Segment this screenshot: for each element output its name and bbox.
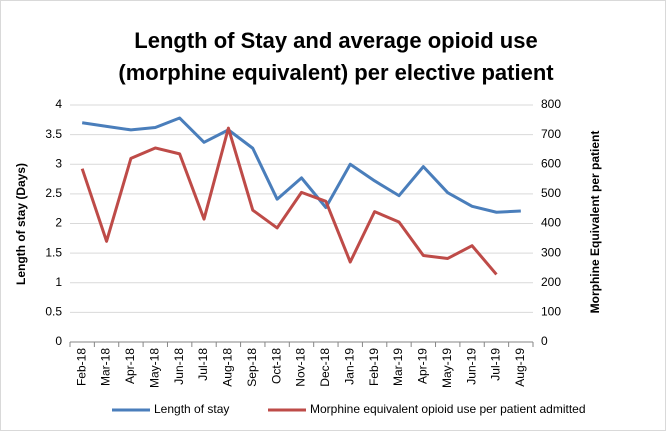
y-tick-label: 3.5 <box>45 127 62 141</box>
x-tick-label: Jul-19 <box>489 348 503 381</box>
x-tick-label: Jun-19 <box>464 348 478 385</box>
x-tick-label: Feb-18 <box>74 348 88 386</box>
legend-label: Length of stay <box>154 402 229 416</box>
x-tick-label: Feb-19 <box>367 348 381 386</box>
y2-tick-label: 0 <box>541 334 548 348</box>
y2-tick-label: 500 <box>541 186 561 200</box>
series-line <box>80 126 498 276</box>
y-tick-label: 0.5 <box>45 305 62 319</box>
x-tick-label: May-18 <box>147 348 161 388</box>
y-tick-label: 2.5 <box>45 186 62 200</box>
chart-title: Length of Stay and average opioid use <box>134 28 537 53</box>
series-line <box>81 116 521 214</box>
y2-tick-label: 100 <box>541 305 561 319</box>
x-tick-label: Sep-18 <box>245 348 259 387</box>
x-tick-label: Aug-18 <box>221 348 235 387</box>
y-tick-label: 4 <box>55 97 62 111</box>
y-tick-label: 2 <box>55 216 62 230</box>
x-tick-label: Oct-18 <box>269 348 283 384</box>
y2-tick-label: 700 <box>541 127 561 141</box>
y-tick-label: 1.5 <box>45 245 62 259</box>
x-tick-label: Jul-18 <box>196 348 210 381</box>
y-axis-title: Length of stay (Days) <box>14 163 28 285</box>
y2-tick-label: 800 <box>541 97 561 111</box>
x-tick-label: Nov-18 <box>294 348 308 387</box>
y2-tick-label: 300 <box>541 245 561 259</box>
y-tick-label: 3 <box>55 156 62 170</box>
x-tick-label: Aug-19 <box>513 348 527 387</box>
y2-tick-label: 400 <box>541 216 561 230</box>
x-tick-label: Apr-19 <box>416 348 430 384</box>
y2-tick-label: 600 <box>541 156 561 170</box>
y-tick-label: 1 <box>55 275 62 289</box>
x-tick-label: Mar-19 <box>391 348 405 386</box>
x-tick-label: Apr-18 <box>123 348 137 384</box>
x-tick-label: Dec-18 <box>318 348 332 387</box>
x-tick-label: Mar-18 <box>99 348 113 386</box>
legend-label: Morphine equivalent opioid use per patie… <box>310 402 586 416</box>
x-tick-label: May-19 <box>440 348 454 388</box>
x-tick-label: Jun-18 <box>172 348 186 385</box>
y2-axis-title: Morphine Equivalent per patient <box>588 131 602 314</box>
chart-title: (morphine equivalent) per elective patie… <box>118 60 554 85</box>
y-tick-label: 0 <box>55 334 62 348</box>
y2-tick-label: 200 <box>541 275 561 289</box>
x-tick-label: Jan-19 <box>342 348 356 385</box>
